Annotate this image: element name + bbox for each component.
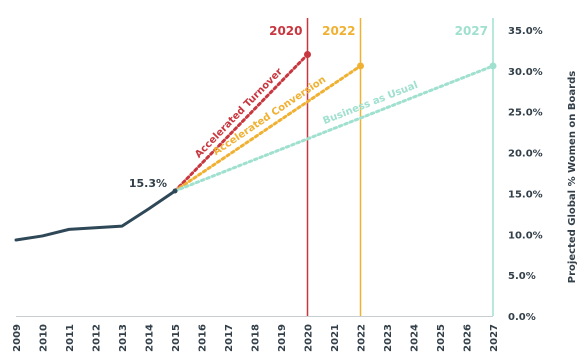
marker-year-label-2027: 2027 xyxy=(455,24,488,38)
x-tick-label-2015: 2015 xyxy=(171,324,182,352)
x-tick-label-2021: 2021 xyxy=(330,324,341,352)
y-tick-label-5: 25.0% xyxy=(508,108,543,119)
marker-year-label-2020: 2020 xyxy=(269,24,302,38)
series-label-2: Business as Usual xyxy=(322,80,420,127)
projection-line-1 xyxy=(173,64,362,193)
projection-line-0 xyxy=(173,53,309,193)
x-tick-label-2020: 2020 xyxy=(304,324,315,352)
x-tick-label-2019: 2019 xyxy=(277,324,288,352)
y-tick-label-7: 35.0% xyxy=(508,26,543,37)
x-tick-label-2025: 2025 xyxy=(436,324,447,352)
projection-endpoint-1 xyxy=(357,62,364,70)
x-tick-label-2009: 2009 xyxy=(12,324,23,352)
x-tick-label-2016: 2016 xyxy=(198,324,209,352)
x-tick-label-2027: 2027 xyxy=(489,324,500,352)
projection-line-2 xyxy=(173,64,495,193)
x-tick-label-2017: 2017 xyxy=(224,324,235,352)
y-tick-label-2: 10.0% xyxy=(508,230,543,241)
marker-year-label-2022: 2022 xyxy=(322,24,355,38)
annotation-15-3: 15.3% xyxy=(129,177,167,190)
y-tick-label-0: 0.0% xyxy=(508,312,536,323)
historical-endpoint xyxy=(172,188,178,194)
x-tick-label-2010: 2010 xyxy=(39,324,50,352)
x-tick-label-2026: 2026 xyxy=(463,324,474,352)
y-axis-title: Projected Global % Women on Boards xyxy=(567,71,578,283)
x-tick-label-2024: 2024 xyxy=(410,324,421,352)
x-tick-label-2011: 2011 xyxy=(65,324,76,352)
x-tick-label-2014: 2014 xyxy=(145,324,156,352)
x-tick-label-2018: 2018 xyxy=(251,324,262,352)
projection-endpoint-0 xyxy=(304,51,311,59)
x-tick-label-2023: 2023 xyxy=(383,324,394,352)
y-tick-label-1: 5.0% xyxy=(508,271,536,282)
y-tick-label-3: 15.0% xyxy=(508,189,543,200)
y-tick-label-6: 30.0% xyxy=(508,67,543,78)
projection-endpoint-2 xyxy=(489,62,497,70)
x-tick-label-2022: 2022 xyxy=(357,324,368,352)
historical-line xyxy=(14,189,177,242)
x-tick-label-2013: 2013 xyxy=(118,324,129,352)
x-tick-label-2012: 2012 xyxy=(92,324,103,352)
y-tick-label-4: 20.0% xyxy=(508,149,543,160)
